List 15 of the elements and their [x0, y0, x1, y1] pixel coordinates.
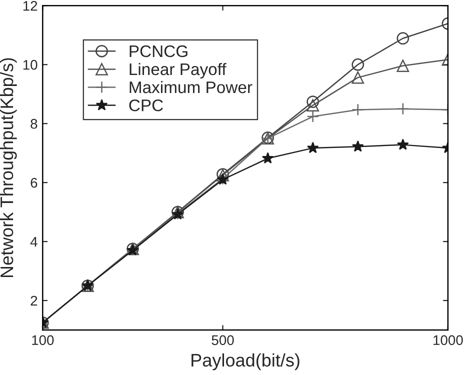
- y-tick-label: 4: [30, 237, 38, 247]
- y-tick-label: 8: [30, 118, 38, 129]
- x-tick-label: 100: [32, 335, 54, 346]
- legend-label: Maximum Power: [130, 80, 252, 94]
- y-tick-label: 2: [30, 296, 38, 306]
- legend-label: PCNCG: [130, 45, 188, 58]
- legend-label: Linear Payoff: [130, 62, 226, 78]
- y-tick-label: 10: [23, 60, 38, 70]
- y-axis-title: Network Throughput(Kbp/s): [0, 58, 17, 278]
- x-tick-label: 1000: [434, 335, 463, 346]
- y-tick-label: 6: [30, 178, 38, 188]
- y-tick-label: 12: [23, 0, 38, 11]
- legend-label: CPC: [129, 99, 163, 112]
- x-axis-title: Payload(bit/s): [192, 353, 300, 370]
- x-tick-label: 500: [212, 335, 234, 346]
